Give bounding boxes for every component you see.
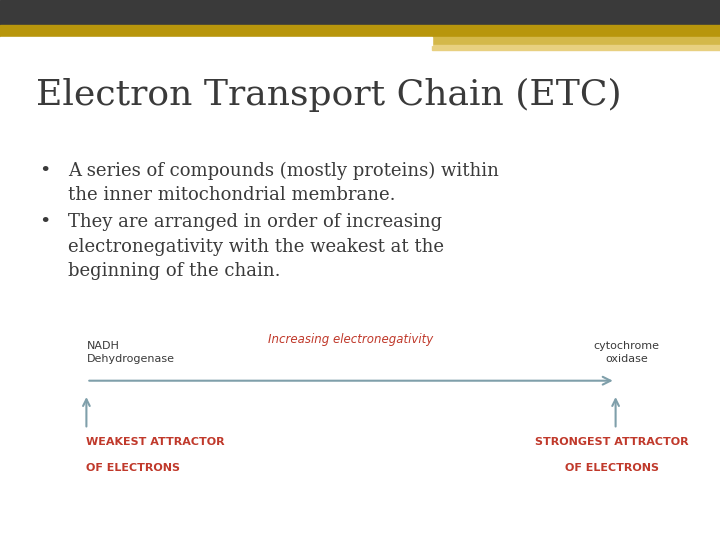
- Bar: [0, 25, 720, 37]
- Text: OF ELECTRONS: OF ELECTRONS: [565, 463, 659, 474]
- Text: oxidase: oxidase: [605, 354, 648, 364]
- Text: Increasing electronegativity: Increasing electronegativity: [269, 333, 433, 346]
- Text: OF ELECTRONS: OF ELECTRONS: [86, 463, 181, 474]
- Text: beginning of the chain.: beginning of the chain.: [68, 262, 281, 280]
- Text: STRONGEST ATTRACTOR: STRONGEST ATTRACTOR: [535, 437, 689, 448]
- Text: Electron Transport Chain (ETC): Electron Transport Chain (ETC): [36, 78, 621, 112]
- Text: •: •: [40, 213, 51, 231]
- Bar: [432, 45, 720, 50]
- Text: NADH: NADH: [86, 341, 120, 351]
- Text: the inner mitochondrial membrane.: the inner mitochondrial membrane.: [68, 186, 396, 204]
- Text: Dehydrogenase: Dehydrogenase: [86, 354, 174, 364]
- Bar: [0, 37, 432, 45]
- Text: They are arranged in order of increasing: They are arranged in order of increasing: [68, 213, 443, 231]
- Text: A series of compounds (mostly proteins) within: A series of compounds (mostly proteins) …: [68, 162, 499, 180]
- Bar: [432, 37, 720, 45]
- Text: WEAKEST ATTRACTOR: WEAKEST ATTRACTOR: [86, 437, 225, 448]
- Text: electronegativity with the weakest at the: electronegativity with the weakest at th…: [68, 238, 444, 255]
- Text: cytochrome: cytochrome: [593, 341, 660, 351]
- Text: •: •: [40, 162, 51, 180]
- Bar: [0, 0, 720, 25]
